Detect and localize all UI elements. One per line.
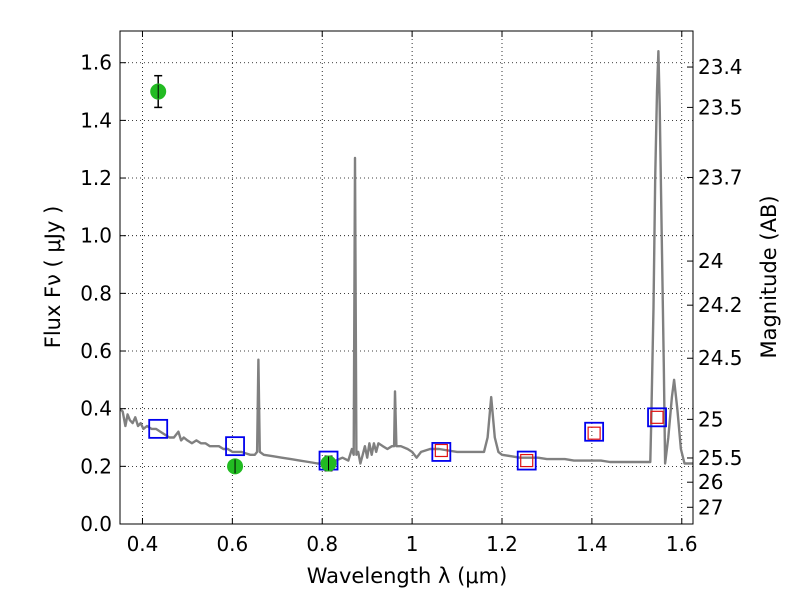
x-tick-label: 1.2 <box>486 532 518 556</box>
right-tick-label: 23.7 <box>698 165 743 189</box>
y-tick-label: 0.0 <box>80 512 112 536</box>
right-tick-label: 24.2 <box>698 293 743 317</box>
series-layer <box>120 50 693 475</box>
model-photometry-marker <box>148 418 169 439</box>
model-photometry-inner-marker <box>434 443 448 458</box>
y-tick-label: 0.8 <box>80 281 112 305</box>
spectrum-line <box>120 50 693 465</box>
right-tick-label: 24 <box>698 249 723 273</box>
y-tick-label: 1.2 <box>80 166 112 190</box>
model-photometry-marker <box>431 442 452 462</box>
grid-lines <box>120 31 693 525</box>
y-tick-label: 0.2 <box>80 454 112 478</box>
x-tick-label: 1 <box>406 532 419 556</box>
x-tick-label: 0.8 <box>306 532 338 556</box>
y-tick-label: 1.0 <box>80 224 112 248</box>
model-photometry-inner-marker <box>650 410 664 424</box>
plot-frame <box>119 30 694 525</box>
y-tick-label: 1.4 <box>80 108 112 132</box>
model-photometry-marker <box>584 421 605 442</box>
right-tick-label: 26 <box>698 470 723 494</box>
right-tick-label: 24.5 <box>698 346 743 370</box>
right-tick-label: 25.5 <box>698 446 743 470</box>
y-axis-right-label: Magnitude (AB) <box>757 195 781 358</box>
right-tick-label: 23.4 <box>698 55 743 79</box>
x-tick-label: 1.4 <box>576 532 608 556</box>
axis-ticks: 0.4 0.6 0.8 1 1.2 1.4 1.6 0.0 0.2 0.4 0.6 0.8 1.0 1.2… <box>80 31 743 556</box>
right-tick-label: 27 <box>698 495 723 519</box>
y-axis-label: Flux Fν ( μJy ) <box>41 206 65 349</box>
model-photometry-inner-marker <box>587 426 601 440</box>
x-tick-label: 1.6 <box>666 532 698 556</box>
y-tick-label: 0.6 <box>80 339 112 363</box>
y-tick-label: 0.4 <box>80 397 112 421</box>
model-photometry-marker <box>647 407 667 428</box>
model-photometry-marker <box>516 450 537 471</box>
x-tick-label: 0.6 <box>216 532 248 556</box>
x-tick-label: 0.4 <box>127 532 159 556</box>
model-photometry-inner-marker <box>520 453 534 468</box>
y-tick-label: 1.6 <box>80 51 112 75</box>
x-axis-label: Wavelength λ (μm) <box>307 564 508 588</box>
model-photometry-marker <box>225 436 245 457</box>
right-tick-label: 25 <box>698 407 723 431</box>
right-tick-label: 23.5 <box>698 95 743 119</box>
